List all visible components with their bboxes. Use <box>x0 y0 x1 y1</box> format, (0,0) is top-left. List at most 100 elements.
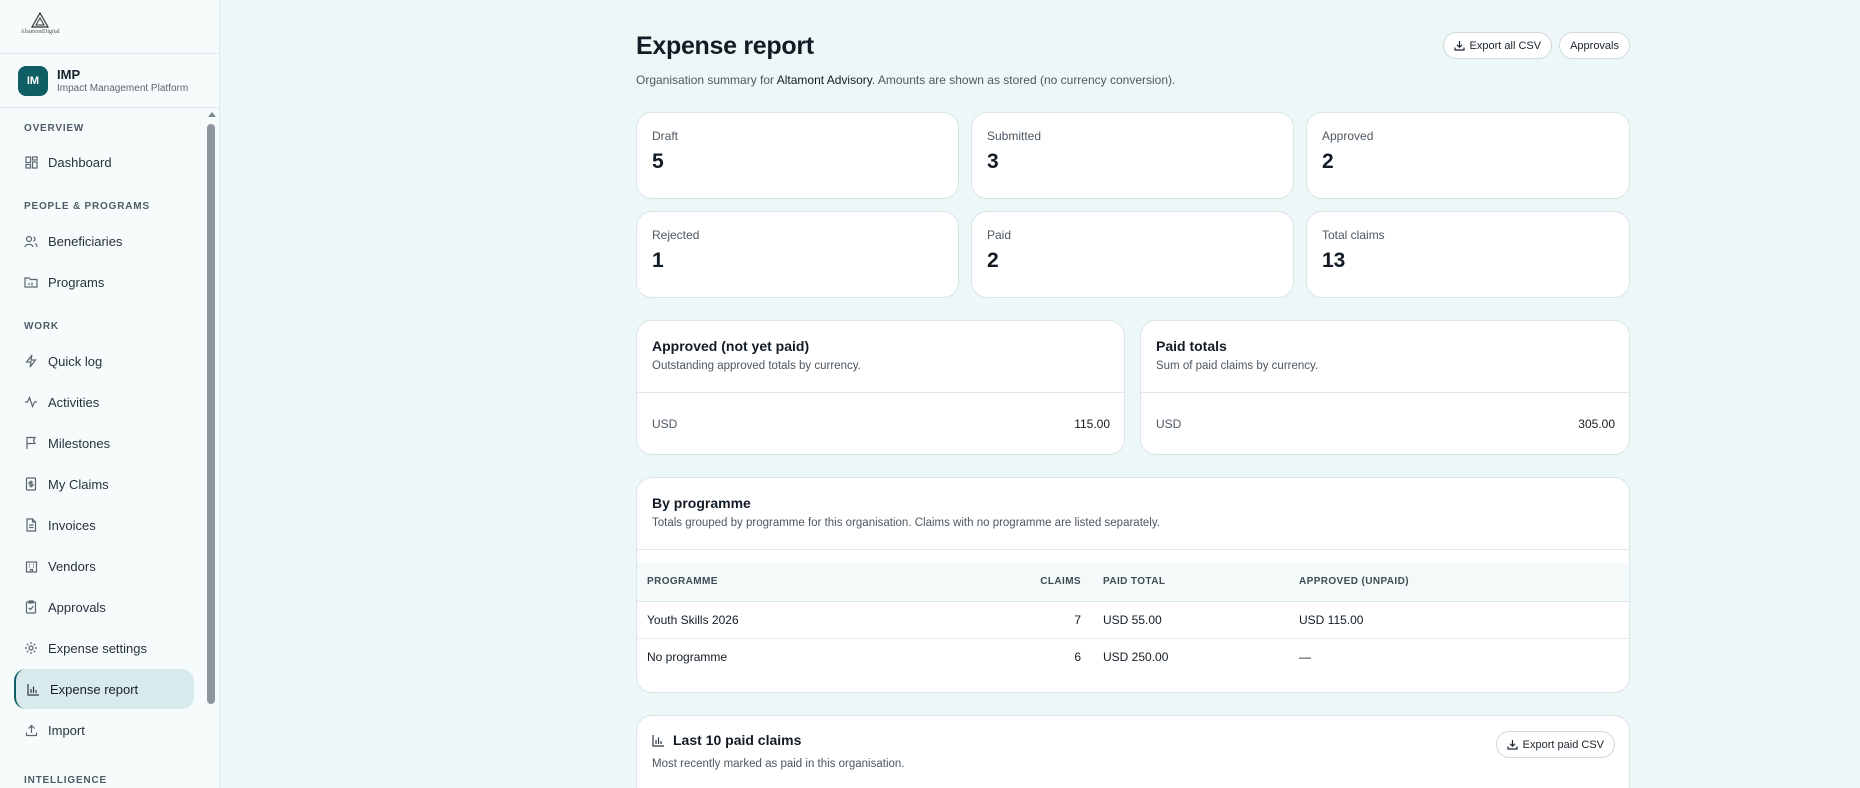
stat-label: Approved <box>1322 129 1373 143</box>
sidebar-item-vendors[interactable]: Vendors <box>14 546 194 586</box>
sidebar-item-label: Activities <box>48 395 99 410</box>
sidebar-item-approvals[interactable]: Approvals <box>14 587 194 627</box>
cell-paid-total: USD 250.00 <box>1081 638 1299 675</box>
stat-card-rejected: Rejected 1 <box>636 211 959 298</box>
stat-card-total-claims: Total claims 13 <box>1306 211 1630 298</box>
stat-value: 1 <box>652 249 664 273</box>
sidebar-item-my-claims[interactable]: My Claims <box>14 464 194 504</box>
approvals-button[interactable]: Approvals <box>1559 32 1630 59</box>
brand-logo[interactable]: AltamontDigital <box>14 12 66 42</box>
currency-code: USD <box>1156 417 1181 431</box>
org-switcher[interactable]: IM IMP Impact Management Platform <box>0 54 219 108</box>
org-avatar: IM <box>18 66 48 96</box>
by-programme-card: By programme Totals grouped by programme… <box>636 477 1630 693</box>
cell-claims: 7 <box>937 601 1081 638</box>
clipboard-check-icon <box>24 600 38 614</box>
cell-claims: 6 <box>937 638 1081 675</box>
approved-unpaid-card: Approved (not yet paid) Outstanding appr… <box>636 320 1125 455</box>
stat-value: 5 <box>652 150 664 174</box>
gear-icon <box>24 641 38 655</box>
column-header: APPROVED (UNPAID) <box>1299 563 1629 601</box>
stat-card-draft: Draft 5 <box>636 112 959 199</box>
sidebar-item-label: Dashboard <box>48 155 112 170</box>
stat-label: Submitted <box>987 129 1041 143</box>
cell-programme: Youth Skills 2026 <box>637 601 937 638</box>
sidebar-item-label: Milestones <box>48 436 110 451</box>
card-title: Paid totals <box>1156 338 1614 354</box>
sidebar-item-label: Expense report <box>50 682 138 697</box>
last-paid-claims-card: Last 10 paid claims Most recently marked… <box>636 715 1630 788</box>
sidebar-item-activities[interactable]: Activities <box>14 382 194 422</box>
sidebar-item-dashboard[interactable]: Dashboard <box>14 142 194 182</box>
bar-chart-icon <box>26 682 40 696</box>
scroll-up-arrow-icon[interactable] <box>208 112 216 117</box>
sidebar-nav: OVERVIEW Dashboard PEOPLE & PROGRAMS Ben… <box>0 112 205 788</box>
card-title: By programme <box>652 495 1614 511</box>
column-header: PROGRAMME <box>637 563 937 601</box>
programme-table: PROGRAMME CLAIMS PAID TOTAL APPROVED (UN… <box>637 563 1629 675</box>
amount: 115.00 <box>1074 417 1110 431</box>
table-row: No programme 6 USD 250.00 — <box>637 638 1629 675</box>
file-icon <box>24 518 38 532</box>
card-description: Sum of paid claims by currency. <box>1156 360 1614 372</box>
stat-value: 2 <box>987 249 999 273</box>
card-description: Most recently marked as paid in this org… <box>652 758 904 770</box>
stat-label: Total claims <box>1322 228 1385 242</box>
nav-section-work: WORK <box>0 320 59 334</box>
sidebar-item-label: Expense settings <box>48 641 147 656</box>
sidebar-item-expense-report[interactable]: Expense report <box>14 669 194 709</box>
amount: 305.00 <box>1578 417 1615 431</box>
sidebar-scrollbar[interactable] <box>206 112 216 788</box>
export-paid-csv-button[interactable]: Export paid CSV <box>1496 731 1615 758</box>
table-row: Youth Skills 2026 7 USD 55.00 USD 115.00 <box>637 601 1629 638</box>
org-subtitle: Impact Management Platform <box>57 82 188 95</box>
column-header: CLAIMS <box>937 563 1081 601</box>
sidebar-item-expense-settings[interactable]: Expense settings <box>14 628 194 668</box>
sidebar-item-label: Quick log <box>48 354 102 369</box>
org-name: IMP <box>57 67 188 82</box>
cell-approved-unpaid: USD 115.00 <box>1299 601 1629 638</box>
receipt-icon <box>24 477 38 491</box>
stat-card-submitted: Submitted 3 <box>971 112 1294 199</box>
paid-totals-card: Paid totals Sum of paid claims by curren… <box>1140 320 1630 455</box>
org-name-highlight: Altamont Advisory <box>777 73 872 87</box>
stat-value: 13 <box>1322 249 1345 273</box>
total-row: USD 115.00 <box>637 393 1124 455</box>
sidebar-item-label: Invoices <box>48 518 96 533</box>
nav-section-overview: OVERVIEW <box>0 122 84 136</box>
total-row: USD 305.00 <box>1141 393 1629 455</box>
folder-icon <box>24 275 38 289</box>
bar-chart-icon <box>652 734 665 747</box>
sidebar-item-label: Vendors <box>48 559 96 574</box>
stat-label: Paid <box>987 228 1011 242</box>
table-header-row: PROGRAMME CLAIMS PAID TOTAL APPROVED (UN… <box>637 563 1629 601</box>
nav-section-intelligence: INTELLIGENCE <box>0 774 107 788</box>
logo-area: AltamontDigital <box>0 0 219 54</box>
sidebar-item-label: Approvals <box>48 600 106 615</box>
sidebar-item-quick-log[interactable]: Quick log <box>14 341 194 381</box>
page-subtitle: Organisation summary for Altamont Adviso… <box>636 73 1175 87</box>
logo-mark-icon <box>30 12 50 28</box>
sidebar: AltamontDigital IM IMP Impact Management… <box>0 0 220 788</box>
export-all-csv-button[interactable]: Export all CSV <box>1443 32 1553 59</box>
sidebar-item-programs[interactable]: Programs <box>14 262 194 302</box>
sidebar-item-invoices[interactable]: Invoices <box>14 505 194 545</box>
currency-code: USD <box>652 417 677 431</box>
cell-paid-total: USD 55.00 <box>1081 601 1299 638</box>
download-icon <box>1454 40 1465 51</box>
grid-icon <box>24 155 38 169</box>
nav-section-people-programs: PEOPLE & PROGRAMS <box>0 200 150 214</box>
flag-icon <box>24 436 38 450</box>
stat-label: Rejected <box>652 228 699 242</box>
sidebar-item-beneficiaries[interactable]: Beneficiaries <box>14 221 194 261</box>
bolt-icon <box>24 354 38 368</box>
card-description: Totals grouped by programme for this org… <box>652 517 1614 529</box>
sidebar-item-milestones[interactable]: Milestones <box>14 423 194 463</box>
stat-value: 2 <box>1322 150 1334 174</box>
sidebar-item-import[interactable]: Import <box>14 710 194 750</box>
pulse-icon <box>24 395 38 409</box>
scrollbar-thumb[interactable] <box>207 124 215 704</box>
stat-value: 3 <box>987 150 999 174</box>
upload-icon <box>24 723 38 737</box>
download-icon <box>1507 739 1518 750</box>
